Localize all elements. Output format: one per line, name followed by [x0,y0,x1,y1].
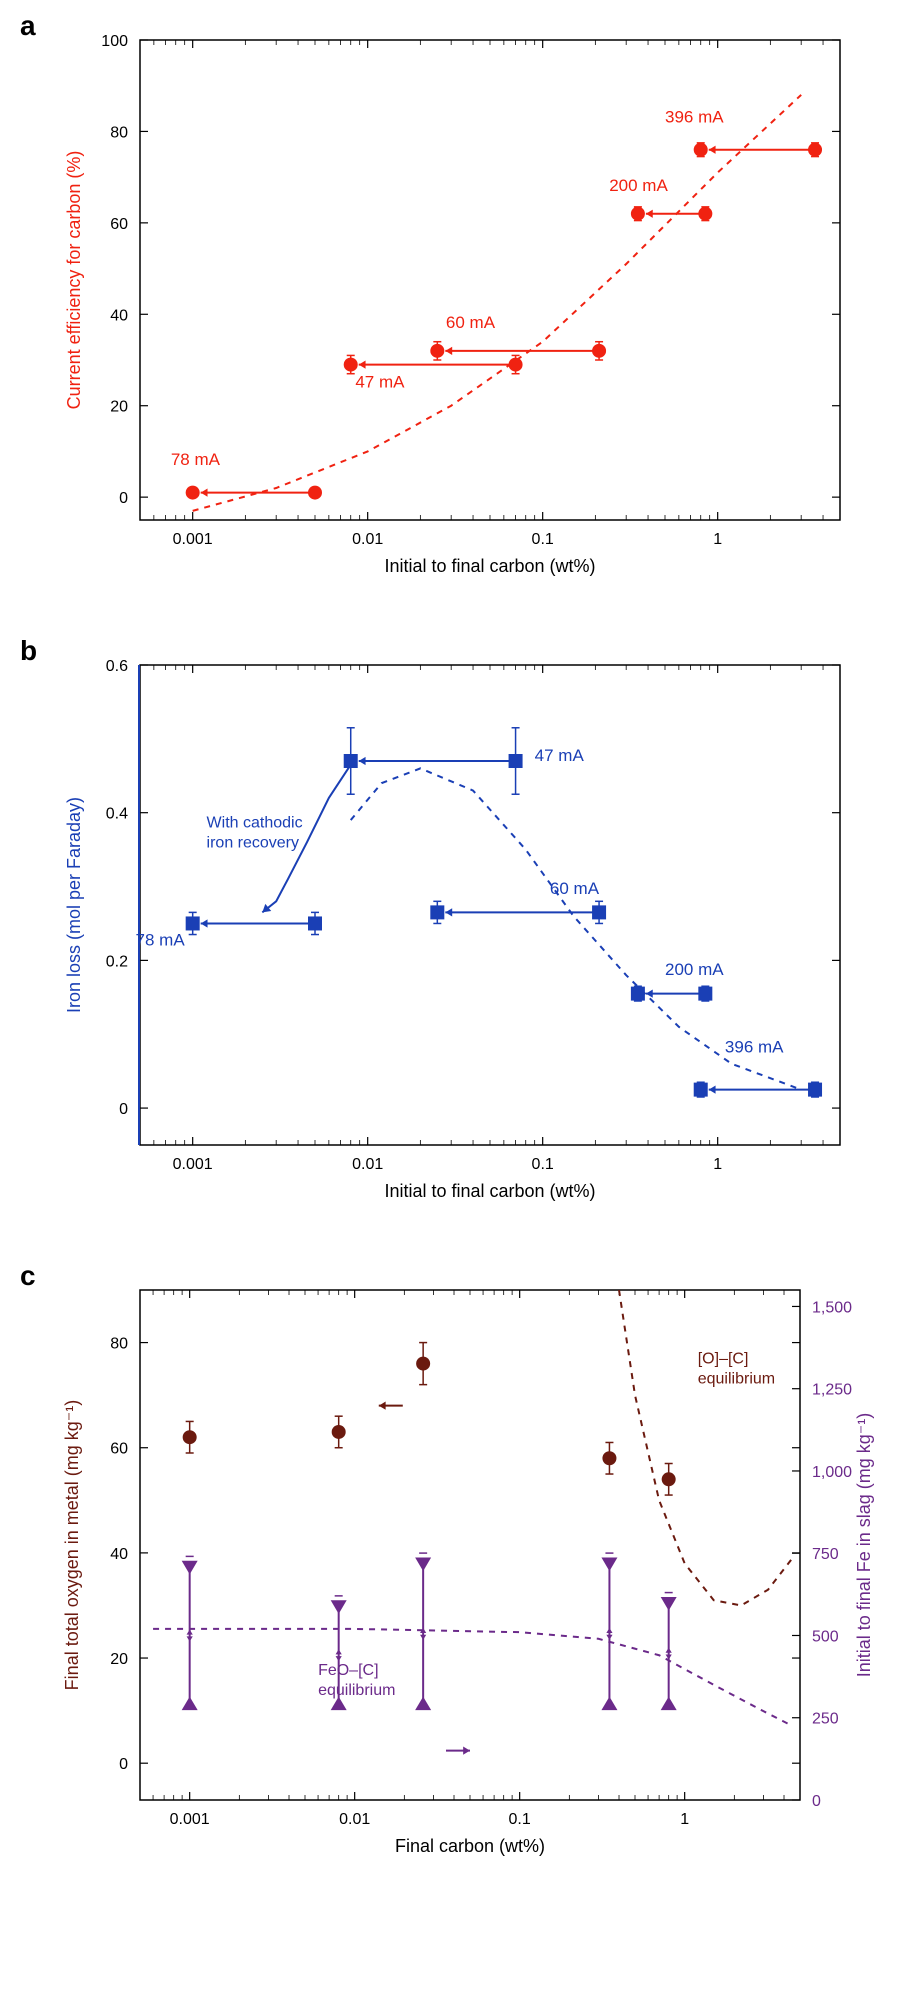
svg-text:20: 20 [110,399,128,416]
svg-text:equilibrium: equilibrium [318,1682,395,1699]
svg-text:iron recovery: iron recovery [207,834,299,851]
svg-text:Iron loss (mol per Faraday): Iron loss (mol per Faraday) [64,797,84,1013]
svg-text:0.2: 0.2 [106,953,128,970]
svg-text:40: 40 [110,1546,128,1563]
panel-c: c 0.001 0.01 0.1 1 Final carbon (wt%) 0 20 40 60… [20,1260,880,1890]
svg-text:200 mA: 200 mA [665,960,724,979]
svg-text:60 mA: 60 mA [550,879,600,898]
svg-text:60: 60 [110,1441,128,1458]
svg-text:0: 0 [119,490,128,507]
svg-text:1,500: 1,500 [812,1299,852,1316]
svg-text:250: 250 [812,1711,839,1728]
chart-a: 0.001 0.01 0.1 1 Initial to final carbon (wt… [20,10,880,605]
panel-label-b: b [20,635,37,667]
svg-text:0: 0 [119,1756,128,1773]
svg-text:396 mA: 396 mA [725,1038,784,1057]
panel-label-c: c [20,1260,36,1292]
panel-a: a 0.001 0.01 0.1 1 Initial to final carbon (… [20,10,880,605]
svg-text:1,250: 1,250 [812,1382,852,1399]
svg-text:With cathodic: With cathodic [207,814,303,831]
svg-text:80: 80 [110,124,128,141]
svg-text:Final total oxygen in metal (m: Final total oxygen in metal (mg kg⁻¹) [62,1400,82,1691]
svg-text:1: 1 [713,1156,722,1173]
svg-text:Final carbon (wt%): Final carbon (wt%) [395,1836,545,1856]
svg-text:1: 1 [680,1811,689,1828]
chart-b: 0.001 0.01 0.1 1 Initial to final carbon (wt… [20,635,880,1230]
svg-text:47 mA: 47 mA [355,372,405,391]
svg-text:Initial to final Fe in slag (m: Initial to final Fe in slag (mg kg⁻¹) [854,1413,874,1678]
svg-text:0.001: 0.001 [173,531,213,548]
svg-text:0.1: 0.1 [509,1811,531,1828]
svg-text:0.01: 0.01 [352,1156,383,1173]
svg-text:80: 80 [110,1336,128,1353]
svg-text:0: 0 [812,1793,821,1810]
svg-text:Initial to final carbon (wt%): Initial to final carbon (wt%) [384,556,595,576]
svg-text:Current efficiency for carbon: Current efficiency for carbon (%) [64,151,84,410]
panel-label-a: a [20,10,36,42]
svg-text:0.01: 0.01 [339,1811,370,1828]
svg-text:396 mA: 396 mA [665,107,724,126]
svg-text:0.01: 0.01 [352,531,383,548]
svg-text:200 mA: 200 mA [609,176,668,195]
chart-c: 0.001 0.01 0.1 1 Final carbon (wt%) 0 20 40 60 80… [20,1260,880,1890]
svg-text:47 mA: 47 mA [535,746,585,765]
svg-text:0.1: 0.1 [532,1156,554,1173]
svg-text:78 mA: 78 mA [136,931,186,950]
svg-text:[O]–[C]: [O]–[C] [698,1351,749,1368]
svg-text:40: 40 [110,307,128,324]
svg-text:0.1: 0.1 [532,531,554,548]
panel-b: b 0.001 0.01 0.1 1 Initial to final carbon (… [20,635,880,1230]
svg-text:20: 20 [110,1651,128,1668]
svg-text:1: 1 [713,531,722,548]
svg-text:equilibrium: equilibrium [698,1371,775,1388]
svg-text:750: 750 [812,1546,839,1563]
svg-text:FeO–[C]: FeO–[C] [318,1662,378,1679]
svg-text:78 mA: 78 mA [171,450,221,469]
svg-text:60: 60 [110,216,128,233]
svg-text:0.001: 0.001 [170,1811,210,1828]
svg-text:60 mA: 60 mA [446,313,496,332]
svg-text:0: 0 [119,1101,128,1118]
svg-text:0.001: 0.001 [173,1156,213,1173]
svg-text:1,000: 1,000 [812,1464,852,1481]
svg-text:Initial to final carbon (wt%): Initial to final carbon (wt%) [384,1181,595,1201]
svg-text:100: 100 [101,33,128,50]
svg-text:0.4: 0.4 [106,806,128,823]
svg-text:500: 500 [812,1628,839,1645]
svg-text:0.6: 0.6 [106,658,128,675]
